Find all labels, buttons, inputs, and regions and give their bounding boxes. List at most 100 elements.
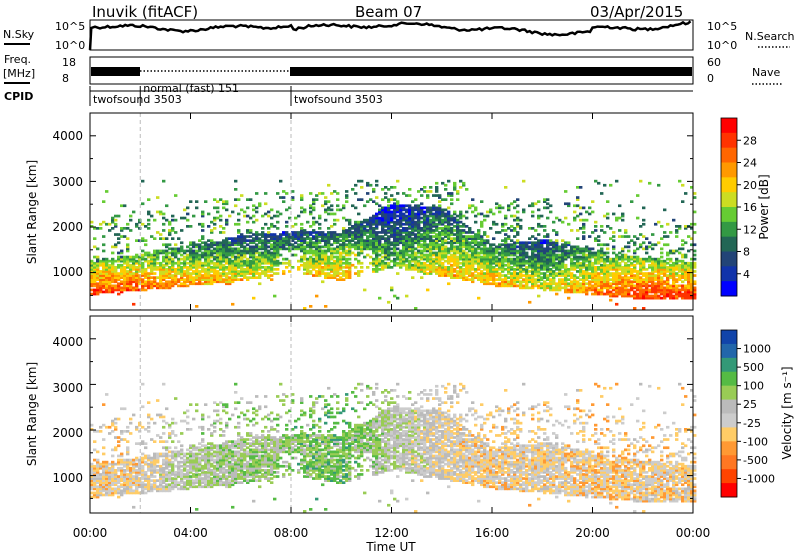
power-cell xyxy=(432,229,436,232)
power-cell xyxy=(270,222,274,226)
power-cell xyxy=(606,225,610,228)
power-cell xyxy=(171,218,175,222)
power-cell xyxy=(612,294,616,298)
power-cell xyxy=(309,263,313,267)
power-cell xyxy=(465,245,469,249)
power-cell xyxy=(186,218,190,222)
power-cell xyxy=(183,272,187,275)
power-cell xyxy=(258,261,262,265)
power-cell xyxy=(429,263,433,267)
power-cell xyxy=(351,243,355,247)
power-cell xyxy=(111,245,115,249)
power-cell xyxy=(609,257,613,261)
power-cell xyxy=(543,257,547,261)
power-cell xyxy=(216,270,220,273)
power-cell xyxy=(336,241,340,245)
power-cell xyxy=(348,222,352,226)
power-cell xyxy=(390,251,394,255)
power-cell xyxy=(636,261,640,265)
power-cell xyxy=(120,276,124,279)
power-cell xyxy=(99,286,103,290)
power-cell xyxy=(348,272,352,275)
power-cell xyxy=(456,218,460,222)
power-cell xyxy=(399,204,403,208)
power-cell xyxy=(237,278,241,281)
power-cell xyxy=(597,251,601,255)
power-cell xyxy=(180,245,184,249)
power-cell xyxy=(576,186,580,189)
power-cell xyxy=(168,282,172,286)
power-cell xyxy=(573,286,577,290)
power-cell xyxy=(519,266,523,269)
power-cell xyxy=(378,243,382,247)
power-cell xyxy=(270,208,274,212)
power-cell xyxy=(693,249,697,253)
power-cell xyxy=(390,210,394,214)
power-cell xyxy=(444,241,448,245)
power-cell xyxy=(372,222,376,226)
power-cell xyxy=(456,257,460,261)
power-cell xyxy=(96,272,100,275)
power-cell xyxy=(495,257,499,261)
power-cell xyxy=(435,208,439,212)
power-cell xyxy=(684,225,688,228)
power-cell xyxy=(396,272,400,275)
power-cell xyxy=(333,212,337,216)
power-cell xyxy=(573,249,577,253)
power-cell xyxy=(498,204,502,208)
power-cell xyxy=(444,235,448,238)
power-cell xyxy=(429,253,433,257)
power-cell xyxy=(486,253,490,257)
power-cell xyxy=(333,276,337,279)
power-cell xyxy=(186,249,190,253)
power-cell xyxy=(435,270,439,273)
power-cell xyxy=(507,208,511,212)
power-cell xyxy=(222,243,226,247)
power-cell xyxy=(168,259,172,263)
power-cell xyxy=(162,249,166,253)
power-cell xyxy=(681,288,685,292)
power-cell xyxy=(648,241,652,245)
power-cell xyxy=(162,270,166,273)
power-cell xyxy=(225,282,229,286)
power-cell xyxy=(414,227,418,230)
power-cell xyxy=(240,239,244,242)
power-cell xyxy=(321,251,325,255)
power-cell xyxy=(456,270,460,273)
power-cell xyxy=(438,208,442,212)
velocity-cell xyxy=(111,454,115,458)
power-cell xyxy=(618,272,622,275)
power-cell xyxy=(126,266,130,269)
power-cell xyxy=(492,278,496,281)
power-cell xyxy=(132,272,136,275)
power-cell xyxy=(378,249,382,253)
power-cell xyxy=(414,261,418,265)
power-cell xyxy=(642,247,646,251)
power-cell xyxy=(315,237,319,240)
power-cell xyxy=(534,268,538,271)
power-cell xyxy=(276,249,280,253)
power-cell xyxy=(423,186,427,189)
power-cell xyxy=(459,186,463,189)
power-cell xyxy=(306,263,310,267)
power-cell xyxy=(657,290,661,294)
power-cell xyxy=(399,255,403,259)
power-cell xyxy=(399,229,403,232)
power-cell xyxy=(393,214,397,218)
power-cell xyxy=(381,259,385,263)
power-cell xyxy=(288,241,292,245)
power-cell xyxy=(159,280,163,284)
power-cell xyxy=(660,296,664,300)
power-cell xyxy=(468,227,472,230)
power-cell xyxy=(639,245,643,249)
power-cell xyxy=(627,266,631,269)
power-cell xyxy=(681,247,685,251)
power-cell xyxy=(597,292,601,296)
power-cell xyxy=(366,239,370,242)
power-cell xyxy=(246,259,250,263)
power-cell xyxy=(666,253,670,257)
power-cell xyxy=(162,243,166,247)
power-cell xyxy=(417,229,421,232)
power-cell xyxy=(591,284,595,288)
power-cell xyxy=(252,276,256,279)
